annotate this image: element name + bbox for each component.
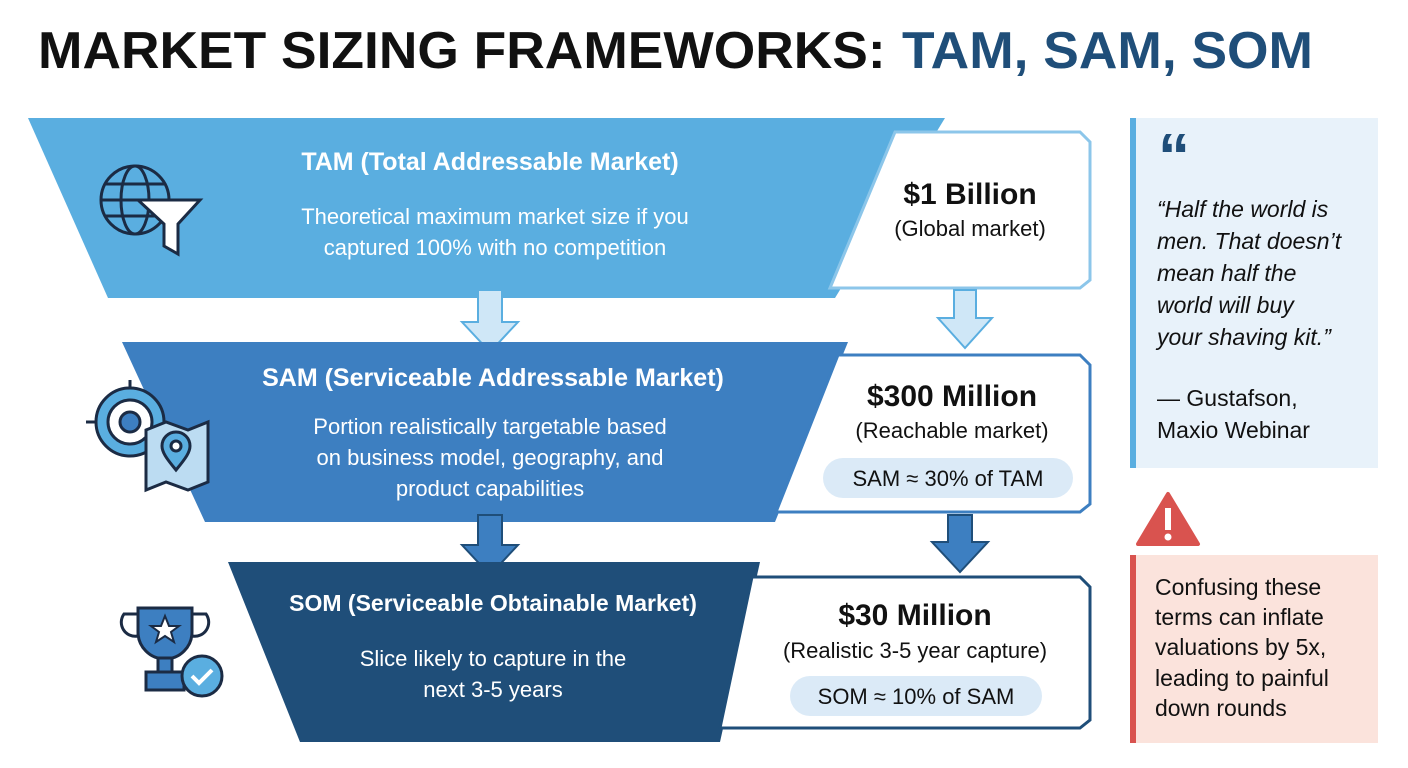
tier-ratio: SAM ≈ 30% of TAM <box>853 466 1044 491</box>
ratio-pill <box>790 676 1042 716</box>
tier-name: SOM (Serviceable Obtainable Market) <box>289 590 697 616</box>
warning-line: terms can inflate <box>1155 604 1324 630</box>
sam-band <box>122 342 848 522</box>
som-band <box>228 562 760 742</box>
tier-description: Slice likely to capture in the <box>360 646 627 671</box>
quote-panel <box>1130 118 1378 468</box>
tier-ratio: SOM ≈ 10% of SAM <box>818 684 1015 709</box>
quote-attribution: — Gustafson, <box>1157 385 1298 411</box>
tier-value: $30 Million <box>838 599 991 632</box>
quote-line: mean half the <box>1157 260 1296 286</box>
warning-line: down rounds <box>1155 695 1287 721</box>
quote-line: world will buy <box>1157 292 1295 318</box>
quote-border <box>1130 118 1136 468</box>
quote-line: “Half the world is <box>1157 196 1329 222</box>
tier-description: on business model, geography, and <box>317 445 664 470</box>
tam-value-box <box>827 130 1092 290</box>
trophy-icon <box>119 606 224 698</box>
quote-line: men. That doesn’t <box>1157 228 1343 254</box>
globe-icon <box>99 164 204 257</box>
ratio-pill <box>823 458 1073 498</box>
target-icon <box>86 380 210 493</box>
arrows <box>459 289 995 354</box>
quote-icon: “ <box>1158 120 1190 192</box>
tier-description: product capabilities <box>396 476 584 501</box>
warning-panel <box>1130 555 1378 743</box>
warning-icon <box>1136 492 1200 546</box>
tier-description: Theoretical maximum market size if you <box>301 204 689 229</box>
title-main: MARKET SIZING FRAMEWORKS: <box>38 22 886 80</box>
warning-border <box>1130 555 1136 743</box>
quote-line: your shaving kit.” <box>1155 324 1332 350</box>
tier-description: captured 100% with no competition <box>324 235 666 260</box>
tier-description: Portion realistically targetable based <box>313 414 666 439</box>
tier-scope: (Global market) <box>894 216 1046 241</box>
quote-attribution: Maxio Webinar <box>1157 417 1310 443</box>
page-title: MARKET SIZING FRAMEWORKS: TAM, SAM, SOM <box>38 22 1313 80</box>
tier-scope: (Reachable market) <box>855 418 1048 443</box>
tier-scope: (Realistic 3-5 year capture) <box>783 638 1047 663</box>
tier-name: TAM (Total Addressable Market) <box>301 148 678 176</box>
tier-value: $1 Billion <box>903 178 1036 211</box>
warning-line: leading to painful <box>1155 665 1329 691</box>
tier-value: $300 Million <box>867 380 1037 413</box>
tier-description: next 3-5 years <box>423 677 562 702</box>
tam-band <box>28 118 945 298</box>
arrows <box>459 514 991 577</box>
warning-line: valuations by 5x, <box>1155 634 1326 660</box>
tier-name: SAM (Serviceable Addressable Market) <box>262 364 724 392</box>
title-highlight: TAM, SAM, SOM <box>902 22 1313 80</box>
warning-line: Confusing these <box>1155 574 1321 600</box>
